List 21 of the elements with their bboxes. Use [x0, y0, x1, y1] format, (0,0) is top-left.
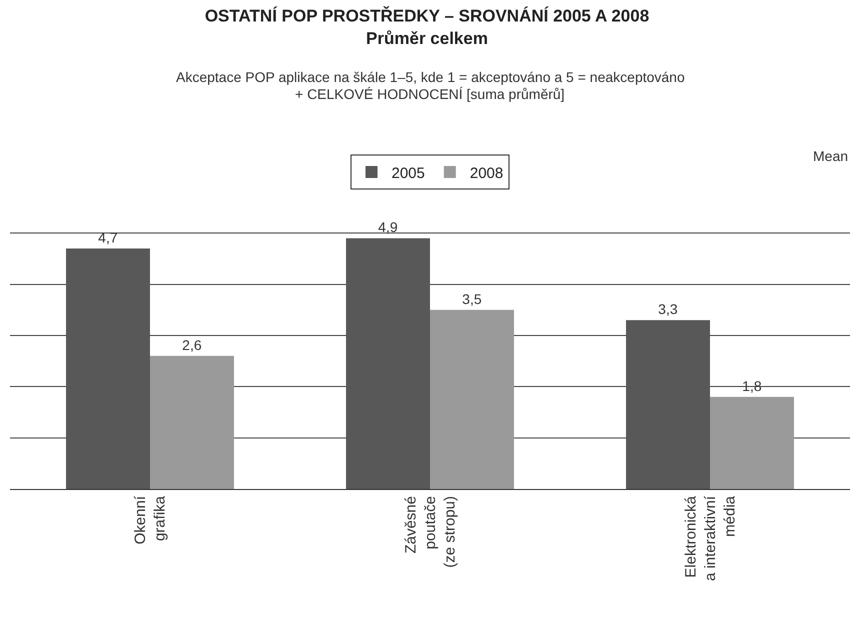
bar: [66, 248, 150, 489]
data-label: 4,7: [98, 229, 118, 246]
bar: [626, 320, 710, 489]
data-label: 3,5: [462, 290, 482, 307]
bar: [430, 310, 514, 489]
text: Akceptace POP aplikace na škále 1–5, kde 1 = akceptováno a 5 = neakceptováno: [176, 69, 685, 85]
legend-label: 2008: [470, 164, 504, 182]
text: + CELKOVÉ HODNOCENÍ [suma průměrů]: [295, 86, 565, 102]
x-tick-label: Elektronická a interaktivní média: [682, 495, 738, 582]
bar: [710, 396, 794, 489]
chart-title: OSTATNÍ POP PROSTŘEDKY – SROVNÁNÍ 2005 A 2008: [204, 6, 650, 26]
chart-subtitle: Průměr celkem: [366, 28, 488, 48]
x-tick-label: Závěsné poutače (ze stropu): [402, 496, 458, 568]
bar: [346, 238, 430, 489]
legend-label: 2005: [392, 164, 425, 182]
data-label: 3,3: [658, 301, 678, 318]
x-tick-label: Okenní grafika: [132, 495, 169, 544]
bar: [150, 356, 234, 489]
data-label: 4,9: [378, 219, 398, 236]
data-label: 2,6: [182, 336, 202, 353]
text: Mean: [813, 148, 848, 164]
